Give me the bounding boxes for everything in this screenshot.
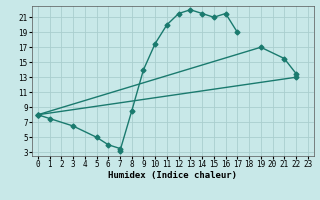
X-axis label: Humidex (Indice chaleur): Humidex (Indice chaleur) [108,171,237,180]
